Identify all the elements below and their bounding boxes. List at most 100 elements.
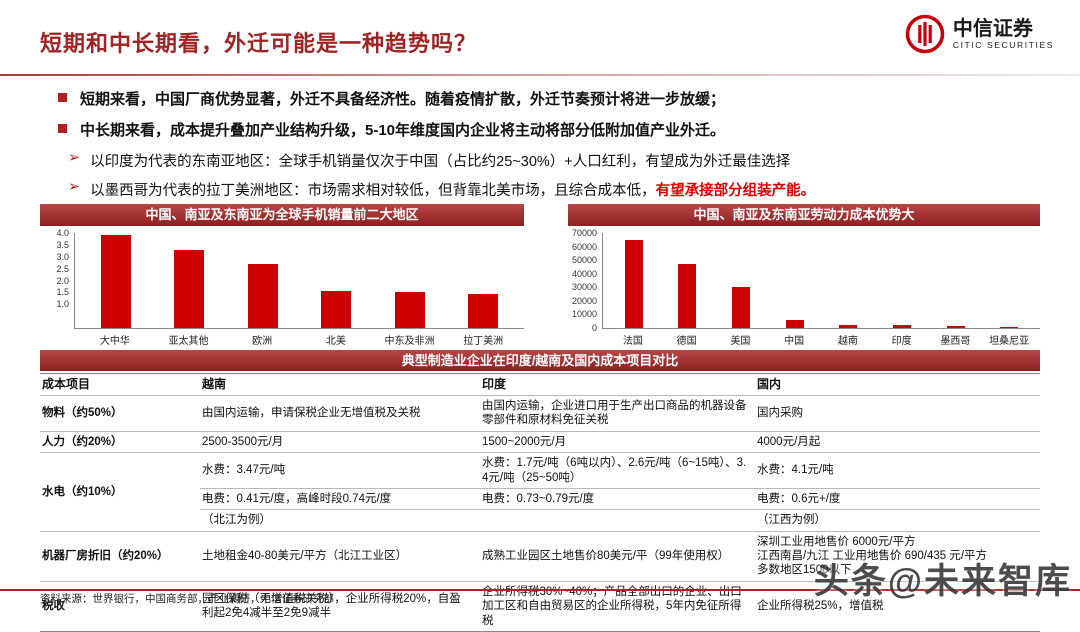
bar-chart-phone-sales: 4.0 3.5 3.0 2.5 2.0 1.5 1.0 大中华 亚太其他 欧洲 北美 中东及非洲 拉丁…: [40, 228, 524, 347]
x-axis-labels: 大中华 亚太其他 欧洲 北美 中东及非洲 拉丁美洲: [74, 329, 524, 347]
bar-墨西哥: [946, 325, 965, 328]
bullet-mid-term: 中长期来看，成本提升叠加产业结构升级，5-10年维度国内企业将主动将部分低附加值…: [56, 119, 1044, 140]
cell-india: 水费：1.7元/吨（6吨以内）、2.6元/吨（6~15吨）、3.4元/吨（25~…: [480, 452, 755, 489]
cell-item: 物料（约50%）: [40, 395, 200, 432]
bullet-mid-term-text: 中长期来看，成本提升叠加产业结构升级，5-10年维度国内企业将主动将部分低附加值…: [80, 122, 726, 139]
cell-vietnam: 电费：0.41元/度，高峰时段0.74元/度: [200, 487, 480, 510]
x-tick-label: 大中华: [99, 336, 130, 347]
x-tick-label: 北美: [325, 336, 346, 347]
x-tick-label: 越南: [837, 336, 858, 347]
cell-item: 人力（约20%）: [40, 430, 200, 453]
cell-india: [480, 509, 755, 532]
brand-name-cn: 中信证券: [952, 17, 1033, 40]
citic-logo: 中信证券 CITIC SECURITIES: [905, 14, 1054, 54]
cell-domestic: 4000元/月起: [755, 430, 1040, 453]
bar-德国: [678, 264, 697, 328]
x-tick-label: 墨西哥: [940, 336, 971, 347]
table-row-materials: 物料（约50%） 由国内运输，申请保税企业无增值税及关税 由国内运输，企业进口用…: [40, 395, 1040, 432]
bar-坦桑尼亚: [1000, 326, 1019, 328]
x-tick-label: 坦桑尼亚: [989, 336, 1030, 347]
x-tick-label: 亚太其他: [168, 336, 209, 347]
plot-area: [74, 233, 524, 329]
header-cell-india: 印度: [480, 373, 755, 396]
bar-slot: [982, 233, 1036, 328]
cell-item: 机器厂房折旧（约20%）: [40, 530, 200, 582]
bar-slot: [226, 233, 300, 328]
cell-india: 1500~2000元/月: [480, 430, 755, 453]
bullet-short-term: 短期来看，中国厂商优势显著，外迁不具备经济性。随着疫情扩散，外迁节奏预计将进一步…: [56, 88, 1044, 109]
y-tick-label: 50000: [571, 255, 597, 266]
bar-大中华: [100, 235, 131, 328]
bar-chart-labor-cost: 70000 60000 50000 40000 30000 20000 10000 0 法国 德…: [568, 228, 1040, 347]
summary-bullets: 短期来看，中国厂商优势显著，外迁不具备经济性。随着疫情扩散，外迁节奏预计将进一步…: [56, 88, 1044, 208]
y-tick-label: 30000: [571, 282, 597, 293]
sub-bullet-mexico: ➢ 以墨西哥为代表的拉丁美洲地区：市场需求相对较低，但背靠北美市场，且综合成本低…: [68, 179, 1044, 200]
page-title: 短期和中长期看，外迁可能是一种趋势吗？: [40, 31, 478, 56]
cell-domestic: 深圳工业用地售价 6000元/平方 江西南昌/九江 工业用地售价 690/435…: [755, 530, 1040, 582]
cell-vietnam: （北江为例）: [200, 509, 480, 532]
table-header-row: 成本项目 越南 印度 国内: [40, 373, 1040, 396]
cell-india: 由国内运输，企业进口用于生产出口商品的机器设备零部件和原材料免征关税: [480, 395, 755, 432]
x-tick-label: 法国: [622, 336, 643, 347]
y-tick-label: 2.0: [56, 275, 69, 286]
source-note: 资料来源：世界银行，中国商务部，产业调研，中信证券研究部: [40, 593, 334, 605]
bar-中国: [785, 319, 804, 328]
bar-slot: [714, 233, 768, 328]
y-tick-label: 70000: [571, 228, 597, 238]
bar-slot: [153, 233, 227, 328]
citic-logo-icon: [905, 14, 945, 54]
footer-divider: [0, 589, 1080, 591]
chart-panel-labor-cost: 中国、南亚及东南亚劳动力成本优势大 70000 60000 50000 40000 30…: [568, 204, 1040, 347]
bar-slot: [875, 233, 929, 328]
sub-bullet-mexico-text: 以墨西哥为代表的拉丁美洲地区：市场需求相对较低，但背靠北美市场，且综合成本低，有…: [90, 179, 815, 200]
y-tick-label: 10000: [571, 309, 597, 320]
x-tick-label: 德国: [676, 336, 697, 347]
chart-panel-phone-sales: 中国、南亚及东南亚为全球手机销量前二大地区 4.0 3.5 3.0 2.5 2.0 1.5…: [40, 204, 524, 347]
y-tick-label: 4.0: [56, 228, 69, 238]
sub-bullet-mexico-main: 以墨西哥为代表的拉丁美洲地区：市场需求相对较低，但背靠北美市场，且综合成本低，: [90, 183, 656, 199]
domestic-line-1: 深圳工业用地售价 6000元/平方: [757, 535, 916, 548]
arrow-bullet-icon: ➢: [68, 179, 81, 195]
table-row-utilities-electricity: 电费：0.41元/度，高峰时段0.74元/度 电费：0.73~0.79元/度 电…: [40, 487, 1040, 510]
bar-欧洲: [247, 263, 278, 328]
bar-slot: [822, 233, 876, 328]
table-title: 典型制造业企业在印度/越南及国内成本项目对比: [40, 350, 1040, 371]
bullet-short-term-text: 短期来看，中国厂商优势显著，外迁不具备经济性。随着疫情扩散，外迁节奏预计将进一步…: [80, 91, 726, 108]
bar-slot: [607, 233, 661, 328]
table-row-depreciation: 机器厂房折旧（约20%） 土地租金40-80美元/平方（北江工业区） 成熟工业园…: [40, 530, 1040, 582]
x-tick-label: 拉丁美洲: [463, 336, 504, 347]
header-cell-domestic: 国内: [755, 373, 1040, 396]
y-axis: 4.0 3.5 3.0 2.5 2.0 1.5 1.0: [40, 228, 74, 328]
bar-亚太其他: [174, 249, 205, 328]
bar-拉丁美洲: [468, 293, 499, 328]
x-tick-label: 印度: [891, 336, 912, 347]
bar-slot: [79, 233, 153, 328]
plot-wrap: 法国 德国 美国 中国 越南 印度 墨西哥 坦桑尼亚: [602, 233, 1040, 347]
plot-wrap: 大中华 亚太其他 欧洲 北美 中东及非洲 拉丁美洲: [74, 233, 524, 347]
y-tick-label: 1.5: [56, 287, 69, 298]
y-tick-label: 3.5: [56, 239, 69, 250]
brand-name-en: CITIC SECURITIES: [952, 39, 1054, 50]
y-tick-label: 40000: [571, 268, 597, 279]
domestic-line-3: 多数地区1500以下: [757, 564, 852, 577]
cell-vietnam: 2500-3500元/月: [200, 430, 480, 453]
bar-slot: [447, 233, 521, 328]
cell-vietnam: 水费：3.47元/吨: [200, 452, 480, 489]
table-row-utilities-note: （北江为例） （江西为例）: [40, 509, 1040, 532]
bar-slot: [300, 233, 374, 328]
cell-domestic: 国内采购: [755, 395, 1040, 432]
cell-india: 电费：0.73~0.79元/度: [480, 487, 755, 510]
sub-bullet-india: ➢ 以印度为代表的东南亚地区：全球手机销量仅次于中国（占比约25~30%）+人口…: [68, 150, 1044, 171]
bar-美国: [732, 287, 751, 328]
y-axis: 70000 60000 50000 40000 30000 20000 10000 0: [568, 228, 602, 333]
x-tick-label: 中东及非洲: [384, 336, 435, 347]
highlight-text: 有望承接部分组装产能。: [655, 183, 816, 199]
x-tick-label: 美国: [730, 336, 751, 347]
y-tick-label: 2.5: [56, 263, 69, 274]
x-axis-labels: 法国 德国 美国 中国 越南 印度 墨西哥 坦桑尼亚: [602, 329, 1040, 347]
cell-domestic: （江西为例）: [755, 509, 1040, 532]
watermark-text: 头条@未来智库: [813, 562, 1072, 601]
bar-北美: [321, 291, 352, 328]
bar-slot: [373, 233, 447, 328]
sub-bullet-india-text: 以印度为代表的东南亚地区：全球手机销量仅次于中国（占比约25~30%）+人口红利…: [90, 154, 791, 170]
